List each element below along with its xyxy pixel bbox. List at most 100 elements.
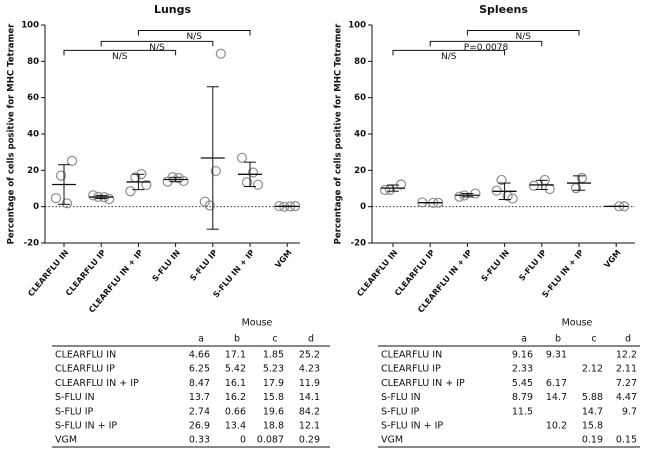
table-cell: 15.8: [582, 421, 603, 432]
table-cell: 4.66: [189, 350, 210, 361]
table-cell: 17.1: [225, 350, 246, 361]
table-cell: 15.8: [263, 392, 284, 403]
x-tick-label: S-FLU IP: [517, 248, 548, 283]
y-tick-label: 40: [27, 130, 39, 140]
table-cell: 16.2: [225, 392, 246, 403]
table-cell: 5.45: [512, 378, 533, 389]
significance-label: N/S: [186, 32, 202, 42]
table-cell: 11.5: [512, 406, 533, 417]
table-cell: 5.42: [225, 364, 246, 375]
chart-title: Lungs: [154, 3, 192, 16]
table-cell: 16.1: [225, 378, 246, 389]
y-axis-label: Percentage of cells positive for MHC Tet…: [334, 23, 344, 244]
significance-bracket: [429, 40, 543, 47]
data-point: [215, 48, 226, 59]
table-cell: 0.087: [257, 435, 284, 446]
table-cell: 0.66: [225, 406, 246, 417]
table-header: Mouse: [242, 318, 273, 329]
row-label: CLEARFLU IN + IP: [55, 378, 139, 389]
x-tick-label: S-FLU IN + IP: [540, 248, 585, 299]
data-point: [204, 200, 215, 211]
table-cell: 9.16: [512, 350, 533, 361]
table-cell: 6.25: [189, 364, 210, 375]
table-cell: 13.7: [189, 392, 210, 403]
table-cell: 0: [240, 435, 246, 446]
data-point: [528, 180, 539, 191]
table-cell: 8.79: [512, 392, 533, 403]
data-point: [173, 172, 184, 184]
x-tick-label: CLEARFLU IP: [64, 248, 108, 298]
data-point: [61, 198, 73, 209]
column-header: c: [272, 334, 277, 345]
significance-label: P=0.0078: [464, 43, 509, 53]
table-cell: 2.11: [616, 364, 637, 375]
table-cell: 18.8: [263, 421, 284, 432]
table-cell: 12.1: [299, 421, 320, 432]
row-label: S-FLU IN: [55, 392, 95, 403]
table-cell: 4.47: [616, 392, 637, 403]
data-point: [66, 155, 78, 166]
table-cell: 10.2: [546, 421, 567, 432]
table-cell: 19.6: [263, 406, 284, 417]
data-point: [55, 170, 67, 181]
significance-bracket: [100, 40, 214, 47]
row-label: S-FLU IN + IP: [55, 421, 117, 432]
row-label: CLEARFLU IP: [55, 364, 115, 375]
significance-bracket: [392, 49, 506, 56]
data-point: [252, 179, 264, 190]
y-tick-label: 40: [354, 130, 366, 140]
significance-label: N/S: [441, 52, 457, 62]
row-label: VGM: [381, 435, 403, 446]
data-point: [141, 179, 152, 191]
table-cell: 2.12: [582, 364, 603, 375]
row-label: VGM: [55, 435, 77, 446]
data-point: [210, 165, 221, 177]
column-header: a: [198, 334, 204, 345]
row-label: S-FLU IP: [381, 406, 420, 417]
data-point: [496, 174, 507, 186]
y-tick-label: 60: [354, 93, 366, 103]
row-label: CLEARFLU IP: [381, 364, 441, 375]
significance-bracket: [466, 29, 580, 36]
y-tick-label: 100: [21, 21, 39, 31]
data-point: [178, 175, 189, 187]
table-cell: 14.1: [299, 392, 320, 403]
x-tick-label: CLEARFLU IP: [393, 248, 437, 298]
x-tick-label: S-FLU IN + IP: [211, 248, 256, 299]
y-tick-label: 20: [27, 166, 39, 176]
y-tick-label: 60: [27, 93, 39, 103]
table-cell: 2.74: [189, 406, 210, 417]
table-cell: 12.2: [616, 350, 637, 361]
data-point: [125, 186, 136, 197]
data-point: [247, 167, 259, 178]
table-cell: 14.7: [582, 406, 603, 417]
y-tick-label: 0: [360, 202, 366, 212]
row-label: CLEARFLU IN: [381, 350, 442, 361]
column-header: b: [555, 334, 561, 345]
significance-label: N/S: [149, 43, 165, 53]
y-tick-label: 0: [33, 202, 39, 212]
y-tick-label: 80: [27, 57, 39, 67]
y-tick-label: -20: [351, 239, 366, 249]
table-cell: 1.85: [263, 350, 284, 361]
table-cell: 0.19: [582, 435, 603, 446]
significance-label: N/S: [515, 32, 531, 42]
row-label: S-FLU IN: [381, 392, 421, 403]
table-cell: 5.88: [582, 392, 603, 403]
column-header: b: [234, 334, 240, 345]
table-cell: 25.2: [299, 350, 320, 361]
column-header: c: [591, 334, 596, 345]
table-cell: 0.33: [189, 435, 210, 446]
chart-title: Spleens: [479, 3, 528, 16]
x-tick-label: VGM: [273, 248, 293, 270]
data-point: [236, 152, 248, 163]
x-tick-label: S-FLU IN: [480, 248, 512, 283]
table-cell: 5.23: [263, 364, 284, 375]
significance-bracket: [137, 29, 251, 36]
y-tick-label: -20: [24, 239, 39, 249]
row-label: CLEARFLU IN: [55, 350, 116, 361]
table-cell: 4.23: [299, 364, 320, 375]
column-header: d: [625, 334, 631, 345]
table-cell: 8.47: [189, 378, 210, 389]
